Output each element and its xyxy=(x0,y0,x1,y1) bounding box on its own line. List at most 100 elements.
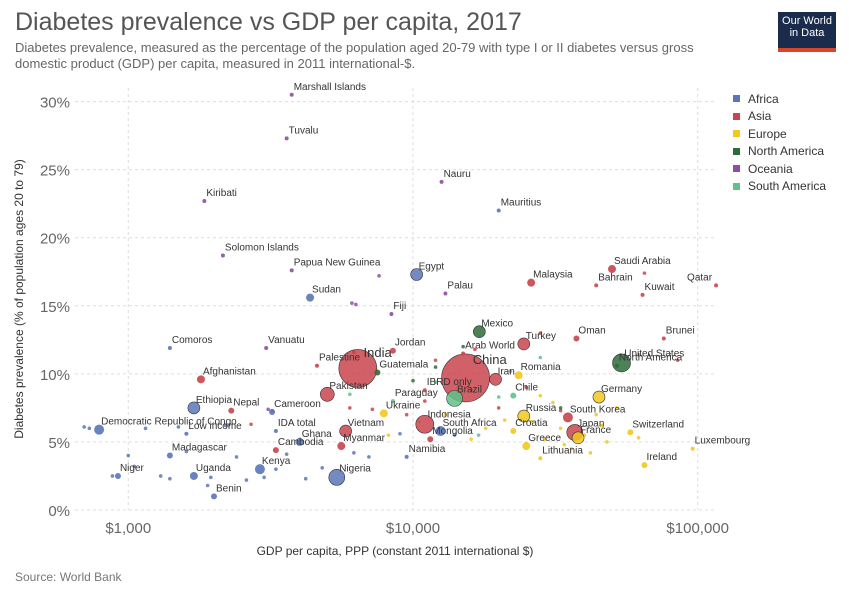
data-point xyxy=(264,346,269,351)
data-point xyxy=(354,302,358,307)
legend-label: Africa xyxy=(748,91,779,106)
data-label: Qatar xyxy=(687,272,713,283)
legend-item-south-america[interactable]: South America xyxy=(733,178,826,196)
data-point xyxy=(443,412,448,417)
data-point xyxy=(249,422,253,427)
data-label: Paraguay xyxy=(395,388,438,399)
data-point xyxy=(348,406,352,410)
data-point xyxy=(558,408,563,413)
x-axis-label: GDP per capita, PPP (constant 2011 inter… xyxy=(257,544,534,558)
legend-swatch xyxy=(733,182,740,190)
data-point xyxy=(573,335,580,342)
data-label: Romania xyxy=(521,362,561,373)
data-point xyxy=(328,469,346,486)
data-label: Benin xyxy=(216,483,242,494)
data-point xyxy=(642,271,647,275)
data-point xyxy=(594,283,599,288)
data-point xyxy=(599,423,604,428)
data-point xyxy=(569,446,574,451)
data-label: Ireland xyxy=(646,452,677,463)
data-point xyxy=(379,409,388,418)
y-tick-label: 30% xyxy=(40,95,70,112)
data-label: Germany xyxy=(601,384,642,395)
data-label: Kenya xyxy=(262,456,291,467)
data-point xyxy=(538,355,543,360)
data-point xyxy=(435,426,446,437)
data-label: Myanmar xyxy=(343,433,385,444)
data-point xyxy=(502,418,507,422)
data-label: China xyxy=(473,352,508,367)
data-point xyxy=(446,390,463,407)
data-point xyxy=(538,331,543,335)
data-label: Afghanistan xyxy=(203,366,256,377)
data-label: Russia xyxy=(526,403,557,414)
data-point xyxy=(411,378,415,383)
data-point xyxy=(608,265,617,274)
data-point xyxy=(588,451,593,455)
data-label: Cambodia xyxy=(278,437,324,448)
data-label: Vanuatu xyxy=(268,335,305,346)
data-point xyxy=(524,385,529,390)
data-label: IBRD only xyxy=(427,377,472,388)
data-point xyxy=(496,406,501,410)
data-point xyxy=(496,395,501,399)
data-point xyxy=(284,136,289,141)
data-point xyxy=(189,471,198,480)
y-tick-label: 5% xyxy=(48,435,70,452)
data-point xyxy=(234,455,239,459)
legend-item-asia[interactable]: Asia xyxy=(733,108,826,126)
data-point xyxy=(319,386,335,402)
data-point xyxy=(386,433,391,437)
data-point xyxy=(168,476,172,481)
data-point xyxy=(427,436,434,443)
data-point xyxy=(320,466,325,470)
data-point xyxy=(272,447,279,454)
data-point xyxy=(82,425,86,429)
x-tick-label: $10,000 xyxy=(386,520,440,537)
x-tick-label: $100,000 xyxy=(666,520,729,537)
owid-logo[interactable]: Our World in Data xyxy=(778,12,836,52)
y-tick-label: 0% xyxy=(48,503,70,520)
data-point xyxy=(196,375,205,384)
data-label: Fiji xyxy=(393,301,406,312)
data-label: Cameroon xyxy=(274,399,321,410)
logo-line-1: Our World xyxy=(782,15,832,27)
data-label: Nepal xyxy=(233,398,259,409)
data-point xyxy=(176,425,181,429)
data-label: Vietnam xyxy=(348,418,385,429)
data-point xyxy=(527,278,536,287)
data-point xyxy=(422,388,427,393)
legend-item-europe[interactable]: Europe xyxy=(733,125,826,143)
data-point xyxy=(508,369,513,373)
data-label: Mongolia xyxy=(432,426,473,437)
data-label: Mexico xyxy=(481,319,513,330)
data-point xyxy=(661,336,666,341)
data-point xyxy=(410,268,423,281)
data-label: Ukraine xyxy=(386,400,421,411)
data-label: Uganda xyxy=(196,463,231,474)
data-label: South Africa xyxy=(443,418,497,429)
data-point xyxy=(223,423,228,428)
data-point xyxy=(404,412,409,417)
legend-item-africa[interactable]: Africa xyxy=(733,90,826,108)
data-point xyxy=(640,292,645,297)
data-point xyxy=(273,429,278,434)
data-point xyxy=(306,293,315,302)
data-label: Oman xyxy=(578,325,605,336)
data-label: Saudi Arabia xyxy=(614,256,671,267)
legend-item-north-america[interactable]: North America xyxy=(733,143,826,161)
data-label: France xyxy=(580,425,612,436)
legend-item-oceania[interactable]: Oceania xyxy=(733,160,826,178)
data-point xyxy=(614,363,619,368)
chart-legend: Africa Asia Europe North America Oceania Sout… xyxy=(733,90,826,195)
legend-label: Oceania xyxy=(748,161,793,176)
data-label: Jordan xyxy=(395,338,426,349)
data-label: Indonesia xyxy=(427,410,471,421)
source-note: Source: World Bank xyxy=(15,570,122,584)
data-point xyxy=(473,347,477,352)
data-label: Chile xyxy=(515,383,538,394)
data-point xyxy=(184,431,189,436)
data-point xyxy=(390,399,395,404)
data-label: South Korea xyxy=(570,404,626,415)
data-point xyxy=(433,365,438,369)
